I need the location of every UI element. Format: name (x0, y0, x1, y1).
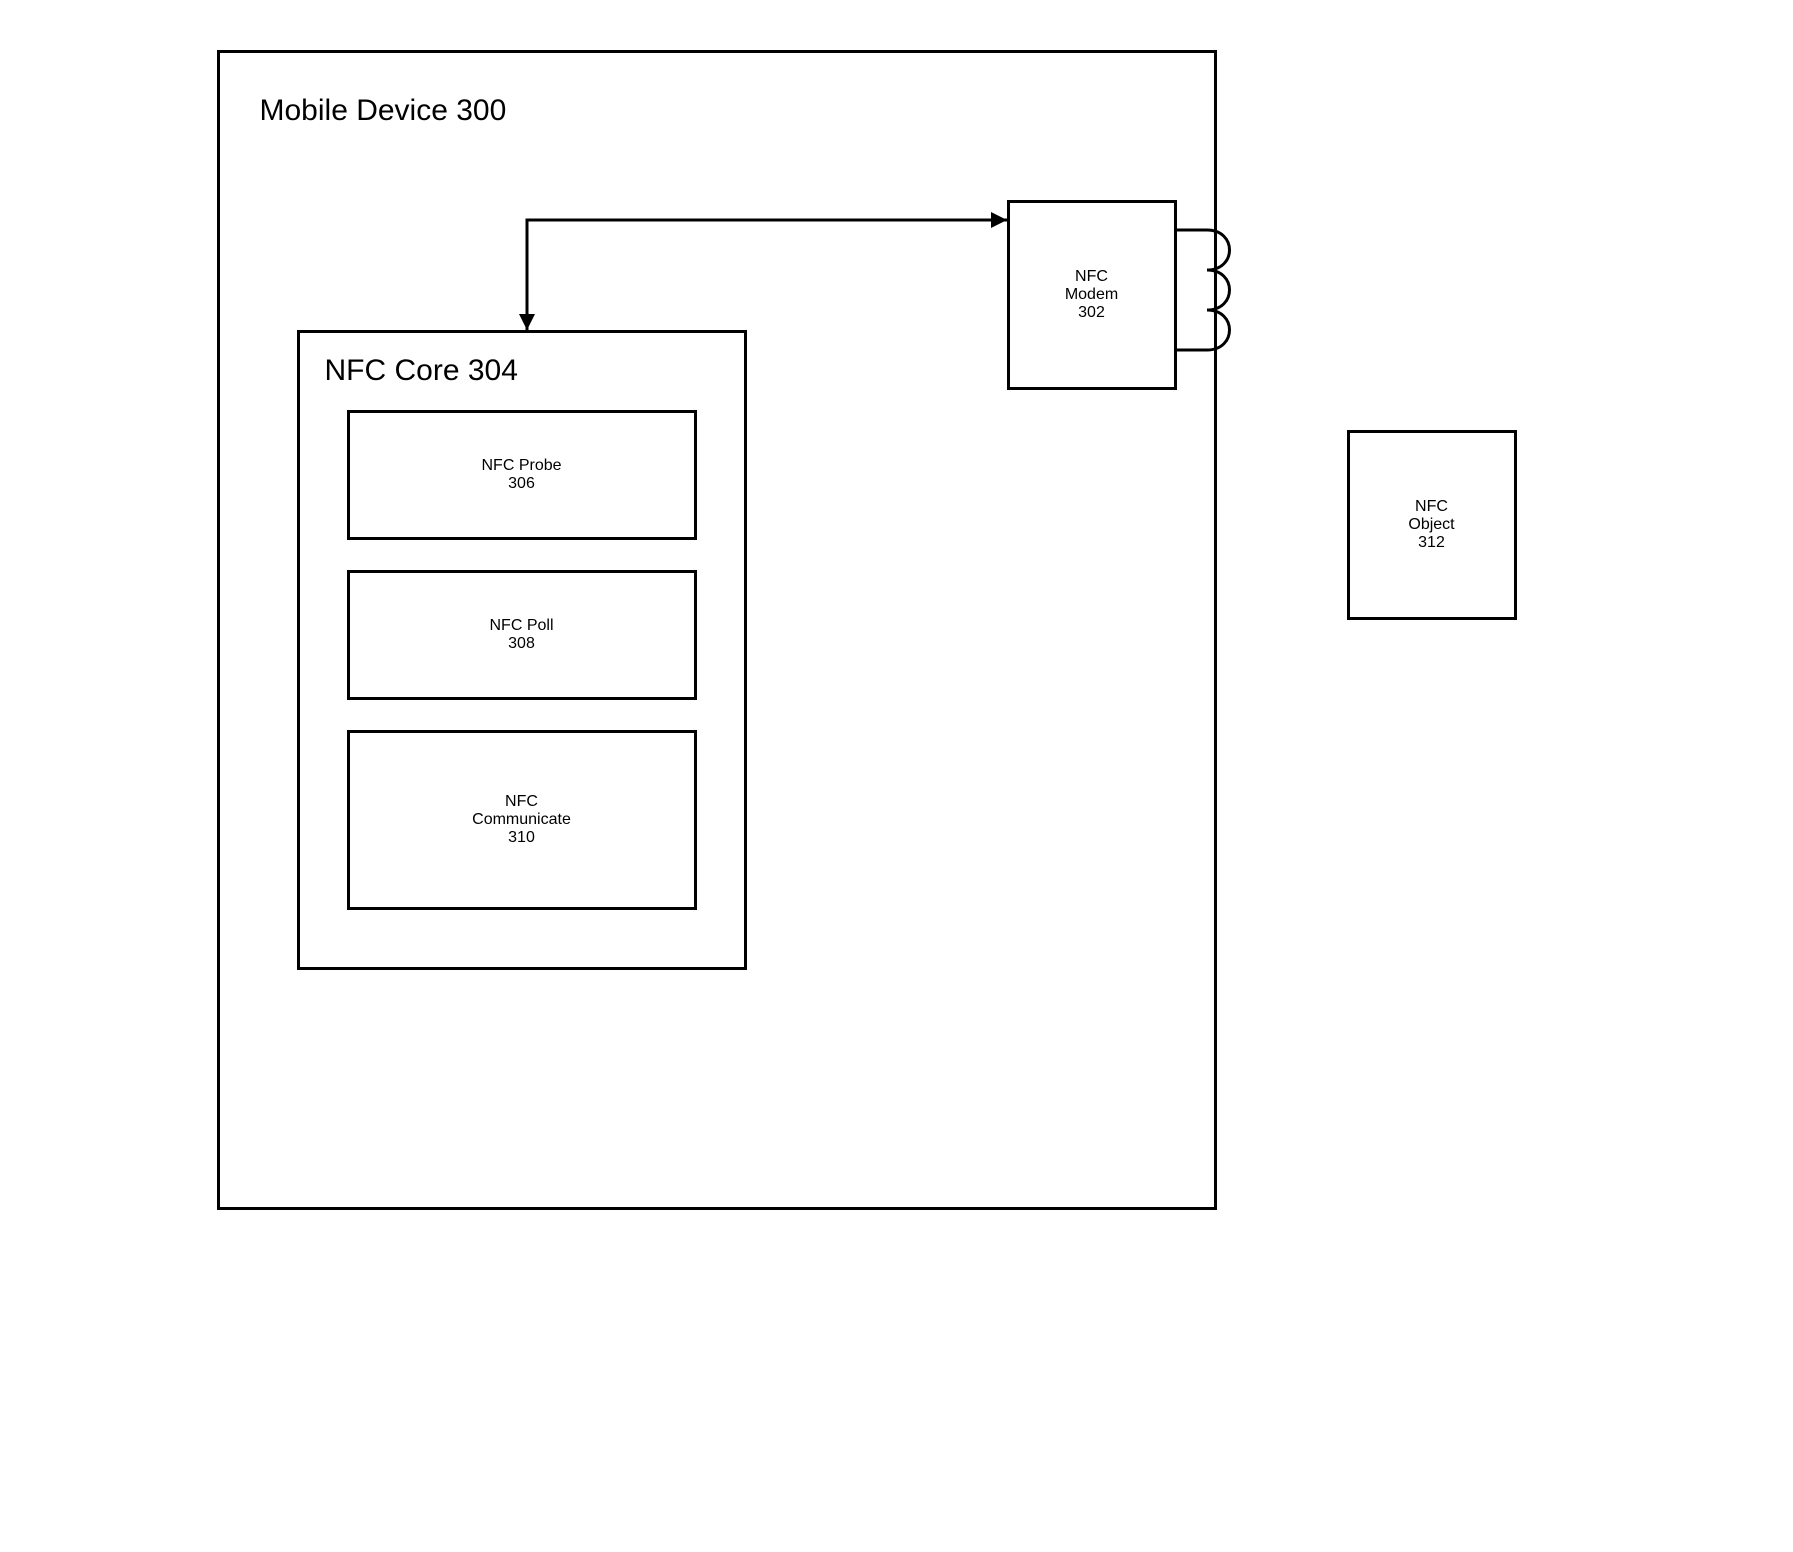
nfc-probe-label: NFC Probe 306 (350, 413, 694, 537)
nfc-modem-box: NFC Modem 302 (1007, 200, 1177, 390)
diagram-canvas: Mobile Device 300 NFC Core 304 NFC Probe… (197, 30, 1597, 1230)
nfc-core-label: NFC Core 304 (325, 353, 518, 389)
mobile-device-text: Mobile Device 300 (260, 94, 507, 127)
nfc-probe-line2: 306 (508, 475, 535, 493)
nfc-poll-line1: NFC Poll (489, 617, 553, 635)
nfc-object-label: NFC Object 312 (1350, 433, 1514, 617)
nfc-object-line2: Object (1408, 516, 1454, 534)
nfc-communicate-box: NFC Communicate 310 (347, 730, 697, 910)
nfc-probe-line1: NFC Probe (481, 457, 561, 475)
nfc-probe-box: NFC Probe 306 (347, 410, 697, 540)
nfc-object-line3: 312 (1418, 534, 1445, 552)
nfc-modem-label: NFC Modem 302 (1010, 203, 1174, 387)
nfc-communicate-line2: Communicate (472, 811, 571, 829)
nfc-object-line1: NFC (1415, 498, 1448, 516)
nfc-poll-box: NFC Poll 308 (347, 570, 697, 700)
nfc-modem-line1: NFC (1075, 268, 1108, 286)
nfc-modem-line2: Modem (1065, 286, 1118, 304)
nfc-object-box: NFC Object 312 (1347, 430, 1517, 620)
mobile-device-label: Mobile Device 300 (260, 93, 507, 129)
nfc-modem-line3: 302 (1078, 304, 1105, 322)
nfc-poll-line2: 308 (508, 635, 535, 653)
nfc-communicate-line1: NFC (505, 793, 538, 811)
nfc-communicate-label: NFC Communicate 310 (350, 733, 694, 907)
nfc-core-text: NFC Core 304 (325, 354, 518, 387)
nfc-poll-label: NFC Poll 308 (350, 573, 694, 697)
nfc-communicate-line3: 310 (508, 829, 535, 847)
